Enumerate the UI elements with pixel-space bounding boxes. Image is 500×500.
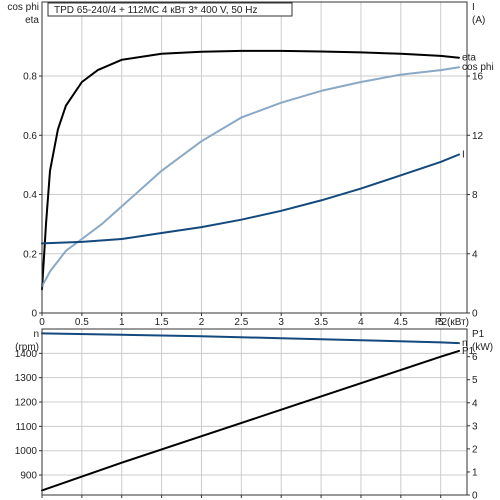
x-tick-label: 5 [438,317,444,328]
y-right-tick-label: 5 [472,375,478,386]
y-left-axis-label: eta [25,15,39,26]
series-label-eta: eta [462,53,476,64]
y-left-tick-label: 0.2 [23,249,37,260]
efficiency-panel: TPD 65-240/4 + 112MC 4 кВт 3* 400 V, 50 … [7,1,494,328]
y-left-tick-label: 0.4 [23,190,37,201]
y-left-tick-label: 0 [31,309,37,320]
x-tick-label: 4 [358,317,364,328]
series-label-p1: P1 [462,346,475,357]
series-line-i [41,153,460,245]
x-tick-label: 3 [278,317,284,328]
series-label-n: n [462,338,468,349]
y-left-tick-label: 1300 [15,373,38,384]
bottom-grid [42,329,467,495]
series-label-i: I [462,150,465,161]
y-right-tick-label: 3 [472,421,478,432]
chart-title: TPD 65-240/4 + 112MC 4 кВт 3* 400 V, 50 … [54,5,257,16]
bottom-series [41,332,460,492]
x-tick-label: 4.5 [394,317,408,328]
x-tick-label: 0 [39,317,45,328]
y-right-tick-label: 12 [472,131,484,142]
y-right-tick-label: 0 [472,309,478,320]
y-right-axis-label: I [472,2,475,13]
series-line-eta [41,49,460,291]
speed-power-panel: 900100011001200130014000123456n(rpm)P1(k… [15,328,493,500]
y-right-tick-label: 8 [472,190,478,201]
series-line-n [41,332,460,345]
y-left-axis-label: cos phi [7,2,39,13]
x-tick-label: 1 [119,317,125,328]
y-left-tick-label: 0.6 [23,131,37,142]
bottom-ticks [39,352,470,498]
series-line-cos-phi [41,66,460,288]
y-right-axis-label: (kW) [472,342,493,353]
series-label-cos-phi: cos phi [462,62,494,73]
y-left-tick-label: 0.8 [23,72,37,83]
y-right-axis-label: P1 [472,329,485,340]
y-right-tick-label: 0 [472,491,478,500]
top-plot-frame [41,1,468,314]
y-left-axis-label: n [33,329,39,340]
x-axis-label: P2(кВт) [435,317,469,328]
y-left-tick-label: 1000 [15,446,38,457]
x-tick-label: 3.5 [314,317,328,328]
top-series [41,49,460,291]
series-line-p1 [41,349,460,492]
x-tick-label: 2.5 [234,317,248,328]
y-right-tick-label: 4 [472,398,478,409]
y-right-tick-label: 1 [472,467,478,478]
y-right-tick-label: 6 [472,352,478,363]
y-right-tick-label: 2 [472,444,478,455]
y-left-tick-label: 1100 [15,422,37,433]
x-tick-label: 1.5 [155,317,169,328]
top-ticks [39,75,470,316]
y-left-axis-label: (rpm) [15,342,39,353]
y-right-tick-label: 16 [472,72,484,83]
x-tick-label: 2 [199,317,205,328]
chart-title-box [47,2,293,17]
y-right-axis-label: (A) [472,15,485,26]
bottom-axis-labels: 900100011001200130014000123456n(rpm)P1(k… [15,329,493,500]
x-tick-label: 0.5 [75,317,89,328]
y-left-tick-label: 1200 [15,398,38,409]
bottom-plot-frame [41,328,468,496]
y-left-tick-label: 1400 [15,349,38,360]
y-left-tick-label: 900 [20,471,37,482]
y-right-tick-label: 4 [472,249,478,260]
